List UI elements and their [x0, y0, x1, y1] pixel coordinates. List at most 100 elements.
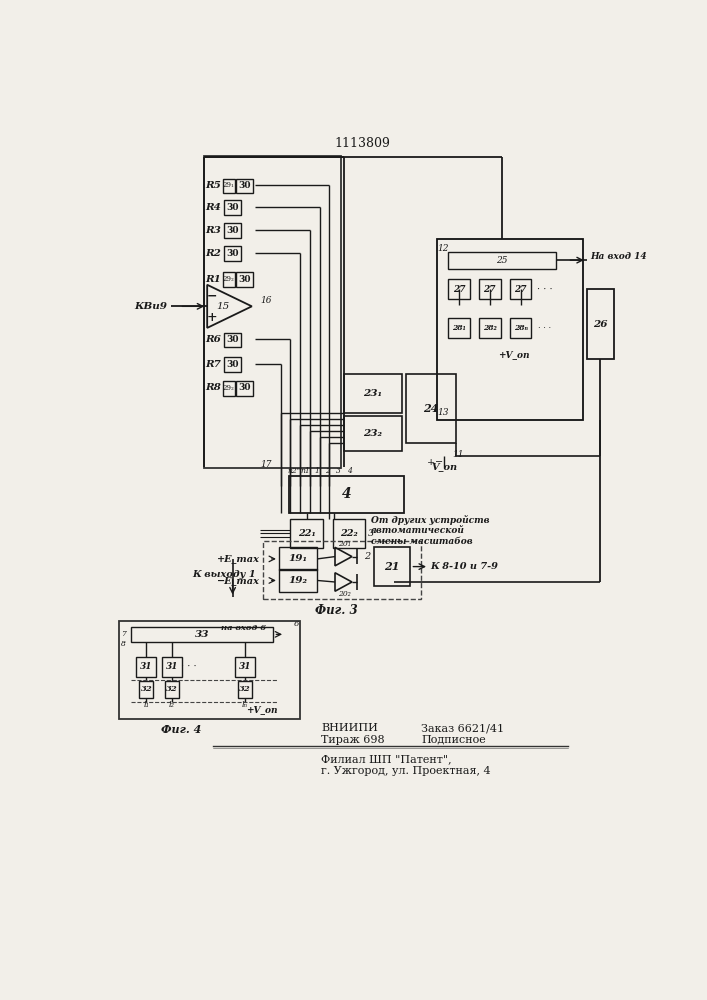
- Text: 28ₙ: 28ₙ: [513, 324, 527, 332]
- Bar: [204, 156, 341, 468]
- Text: смены масштабов: смены масштабов: [371, 537, 473, 546]
- Text: 30: 30: [239, 383, 251, 392]
- Text: · · ·: · · ·: [181, 662, 197, 671]
- Text: Филиал ШП "Патент",: Филиал ШП "Патент",: [321, 754, 452, 764]
- Bar: [448, 252, 556, 269]
- Text: 17: 17: [260, 460, 271, 469]
- Bar: [224, 333, 241, 347]
- Text: 7: 7: [121, 630, 126, 638]
- Text: R1: R1: [206, 275, 221, 284]
- Bar: [224, 200, 241, 215]
- Text: От других устройств: От других устройств: [371, 515, 490, 525]
- Text: R6: R6: [206, 335, 221, 344]
- Text: 29₂: 29₂: [223, 384, 235, 392]
- Text: 3: 3: [368, 529, 374, 538]
- Text: 30: 30: [226, 249, 239, 258]
- Text: ВНИИПИ: ВНИИПИ: [321, 723, 378, 733]
- Text: Фиг. 4: Фиг. 4: [160, 724, 201, 735]
- Bar: [236, 179, 253, 193]
- Text: −E_max: −E_max: [216, 576, 259, 585]
- Bar: [510, 279, 532, 299]
- Text: Тираж 698: Тираж 698: [321, 735, 385, 745]
- Text: К выходу 1: К выходу 1: [192, 570, 256, 579]
- Text: 30: 30: [226, 226, 239, 235]
- Text: 29₁: 29₁: [223, 181, 235, 189]
- Text: 28₂: 28₂: [483, 324, 497, 332]
- Text: 33: 33: [194, 630, 209, 639]
- Text: 25: 25: [496, 256, 508, 265]
- Text: 23₂: 23₂: [363, 429, 382, 438]
- Bar: [223, 179, 235, 193]
- Text: 2: 2: [325, 467, 329, 475]
- Text: 23₁: 23₁: [363, 389, 382, 398]
- Text: 24: 24: [423, 403, 439, 414]
- Text: n2ⁿ: n2ⁿ: [288, 467, 300, 475]
- Text: R5: R5: [206, 181, 221, 190]
- Bar: [224, 357, 241, 372]
- Bar: [165, 681, 179, 698]
- Text: К 8-10 и 7-9: К 8-10 и 7-9: [431, 562, 498, 571]
- Bar: [373, 547, 411, 586]
- Bar: [235, 657, 255, 677]
- Text: 32: 32: [166, 685, 177, 693]
- Bar: [448, 318, 469, 338]
- Text: 11: 11: [452, 450, 464, 459]
- Text: Фиг. 3: Фиг. 3: [315, 604, 358, 617]
- Text: 28₁: 28₁: [452, 324, 466, 332]
- Text: 30: 30: [226, 203, 239, 212]
- Text: 30: 30: [226, 335, 239, 344]
- Text: n1: n1: [301, 467, 310, 475]
- Text: 4: 4: [341, 487, 351, 501]
- Bar: [139, 681, 153, 698]
- Text: 1113809: 1113809: [334, 137, 390, 150]
- Text: 30: 30: [226, 360, 239, 369]
- Bar: [279, 547, 317, 570]
- Bar: [236, 272, 253, 287]
- Bar: [344, 416, 402, 451]
- Bar: [131, 627, 274, 642]
- Text: 26: 26: [592, 320, 607, 329]
- Text: 15: 15: [217, 302, 230, 311]
- Text: R2: R2: [206, 249, 221, 258]
- Text: 31: 31: [140, 662, 153, 671]
- Bar: [264, 541, 421, 599]
- Bar: [279, 569, 317, 592]
- Text: на вход 6: на вход 6: [221, 624, 266, 632]
- Bar: [448, 279, 469, 299]
- Text: R3: R3: [206, 226, 221, 235]
- Text: R7: R7: [206, 360, 221, 369]
- Text: автоматической: автоматической: [371, 526, 465, 535]
- Bar: [136, 657, 156, 677]
- Text: 32: 32: [239, 685, 251, 693]
- Text: 19₁: 19₁: [288, 554, 308, 563]
- Text: КВи9: КВи9: [134, 302, 167, 311]
- Text: · · ·: · · ·: [537, 285, 552, 294]
- Text: 20₁: 20₁: [338, 540, 351, 548]
- Bar: [406, 374, 456, 443]
- Text: 19₂: 19₂: [288, 576, 308, 585]
- Text: г. Ужгород, ул. Проектная, 4: г. Ужгород, ул. Проектная, 4: [321, 766, 491, 776]
- Bar: [437, 239, 583, 420]
- Bar: [223, 272, 235, 287]
- Bar: [223, 381, 235, 396]
- Bar: [288, 476, 404, 513]
- Text: 22₁: 22₁: [298, 529, 315, 538]
- Text: +: +: [206, 311, 217, 324]
- Text: 1: 1: [315, 467, 320, 475]
- Text: 27: 27: [514, 285, 527, 294]
- Text: 30: 30: [239, 181, 251, 190]
- Text: Подписное: Подписное: [421, 735, 486, 745]
- Text: R4: R4: [206, 203, 221, 212]
- Text: +V_оп: +V_оп: [246, 705, 278, 714]
- Bar: [119, 620, 300, 719]
- Text: 21: 21: [384, 561, 399, 572]
- Bar: [333, 519, 365, 548]
- Text: 32: 32: [141, 685, 152, 693]
- Text: 20₂: 20₂: [338, 590, 351, 598]
- Bar: [479, 318, 501, 338]
- Text: На вход 14: На вход 14: [590, 252, 648, 261]
- Text: lₙ: lₙ: [242, 701, 248, 709]
- Text: 22₂: 22₂: [340, 529, 358, 538]
- Text: +E_max: +E_max: [216, 554, 259, 563]
- Bar: [224, 246, 241, 261]
